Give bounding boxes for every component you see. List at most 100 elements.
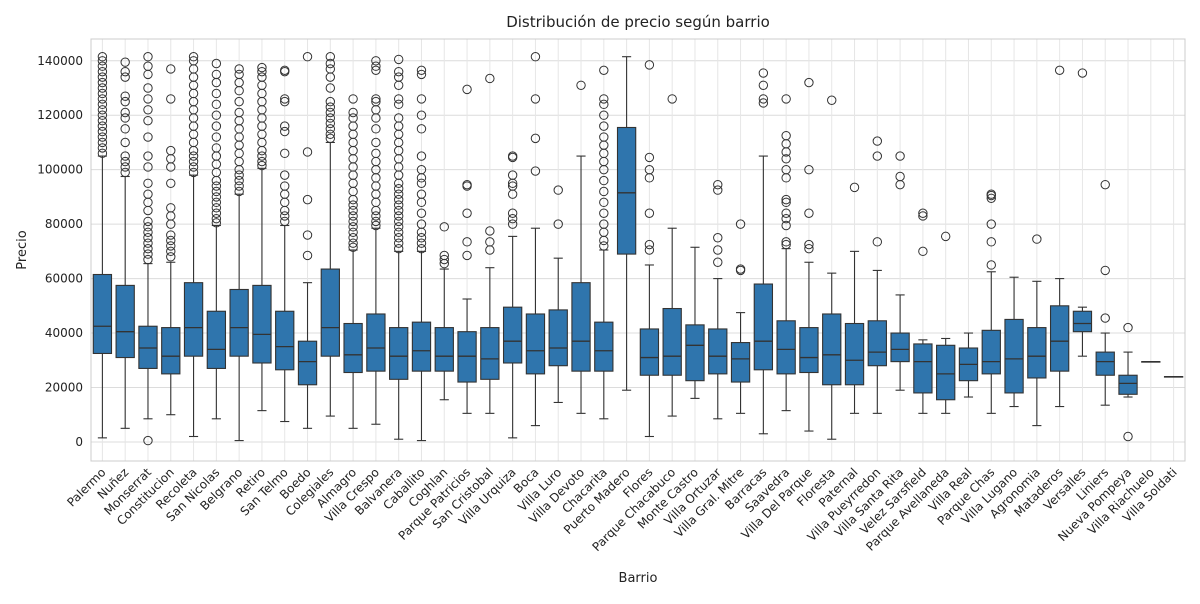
outlier-point [599, 132, 609, 142]
box-villa-pueyrredon [867, 136, 887, 414]
outlier-point [1077, 68, 1088, 78]
y-axis-ticks: 0 20000 40000 60000 80000 100000 120000 140000 [37, 54, 83, 449]
iqr-box [92, 273, 113, 355]
outlier-point [166, 235, 176, 246]
outlier-point [918, 208, 928, 218]
outlier-point [872, 151, 883, 161]
outlier-point [599, 121, 609, 131]
outlier-point [211, 110, 222, 120]
outlier-point [644, 245, 655, 255]
outlier-point [416, 69, 427, 80]
outlier-point [280, 216, 290, 227]
box-mataderos [1049, 65, 1070, 408]
outlier-point [393, 194, 404, 205]
outlier-point [918, 246, 928, 257]
outlier-point [781, 239, 791, 250]
outlier-point [280, 148, 290, 159]
outlier-point [781, 94, 791, 104]
outlier-point [325, 58, 336, 69]
outlier-point [872, 237, 883, 247]
box-villa-luro [548, 185, 568, 404]
outlier-point [280, 181, 290, 191]
box-san-nicolas [206, 58, 227, 420]
outlier-point [713, 179, 723, 190]
outlier-point [371, 61, 381, 71]
box-villa-ortuzar [708, 179, 728, 420]
box-parque-chacabuco [662, 94, 682, 417]
outlier-point [97, 105, 108, 115]
outlier-point [895, 151, 905, 161]
outlier-point [986, 193, 996, 203]
outlier-point [507, 181, 518, 191]
iqr-box [161, 327, 181, 375]
box-chacarita [594, 65, 614, 420]
outlier-point [234, 170, 244, 180]
outlier-point [781, 164, 791, 175]
outlier-point [393, 243, 404, 254]
outlier-point [781, 130, 791, 141]
outlier-point [530, 133, 541, 144]
outlier-point [234, 181, 244, 191]
outlier-point [416, 178, 427, 188]
outlier-point [166, 246, 176, 257]
outlier-point [371, 148, 381, 159]
outlier-point [348, 238, 358, 248]
box-villa-crespo [366, 56, 386, 425]
outlier-point [644, 239, 655, 250]
iqr-box [343, 322, 363, 374]
outlier-point [804, 77, 814, 88]
box-puerto-madero [616, 56, 637, 391]
y-axis-label: Precio [15, 230, 30, 269]
outlier-point [143, 83, 153, 93]
outlier-point [211, 181, 222, 191]
outlier-point [986, 237, 996, 247]
outlier-point [804, 239, 814, 250]
outlier-point [393, 233, 404, 243]
outlier-point [758, 98, 769, 108]
outlier-point [348, 200, 358, 210]
outlier-point [188, 156, 199, 167]
outlier-point [120, 124, 130, 134]
iqr-box [1004, 318, 1024, 394]
outlier-point [599, 175, 609, 186]
iqr-box [457, 331, 477, 383]
outlier-point [416, 189, 427, 199]
outlier-point [211, 203, 222, 213]
box-monserrat [138, 51, 158, 446]
box-recoleta [183, 51, 204, 438]
box-boca [525, 51, 546, 427]
outlier-point [644, 152, 655, 163]
outlier-point [644, 208, 655, 218]
outlier-point [827, 95, 837, 105]
outlier-point [485, 237, 495, 247]
outlier-point [120, 96, 130, 107]
iqr-box [639, 328, 660, 376]
outlier-point [371, 94, 381, 104]
outlier-point [393, 99, 404, 110]
outlier-point [325, 113, 336, 123]
outlier-point [143, 105, 153, 115]
iqr-box [138, 325, 158, 369]
box-almagro [343, 94, 363, 429]
iqr-box [480, 327, 500, 380]
outlier-point [234, 107, 244, 118]
outlier-point [211, 218, 222, 228]
outlier-point [781, 208, 791, 218]
outlier-point [986, 219, 996, 229]
iqr-box [867, 320, 887, 367]
y-tick-label: 140000 [37, 54, 83, 68]
box-agronomia [1027, 234, 1047, 427]
box-constitucion [161, 64, 181, 416]
outlier-point [462, 208, 472, 218]
outlier-point [188, 56, 199, 66]
iqr-box [389, 327, 409, 380]
outlier-point [120, 137, 130, 148]
box-liniers [1095, 179, 1115, 406]
outlier-point [325, 96, 336, 107]
outlier-point [781, 220, 791, 231]
outlier-point [234, 186, 244, 197]
iqr-box [594, 321, 614, 372]
outlier-point [918, 211, 928, 221]
outlier-point [143, 243, 153, 254]
